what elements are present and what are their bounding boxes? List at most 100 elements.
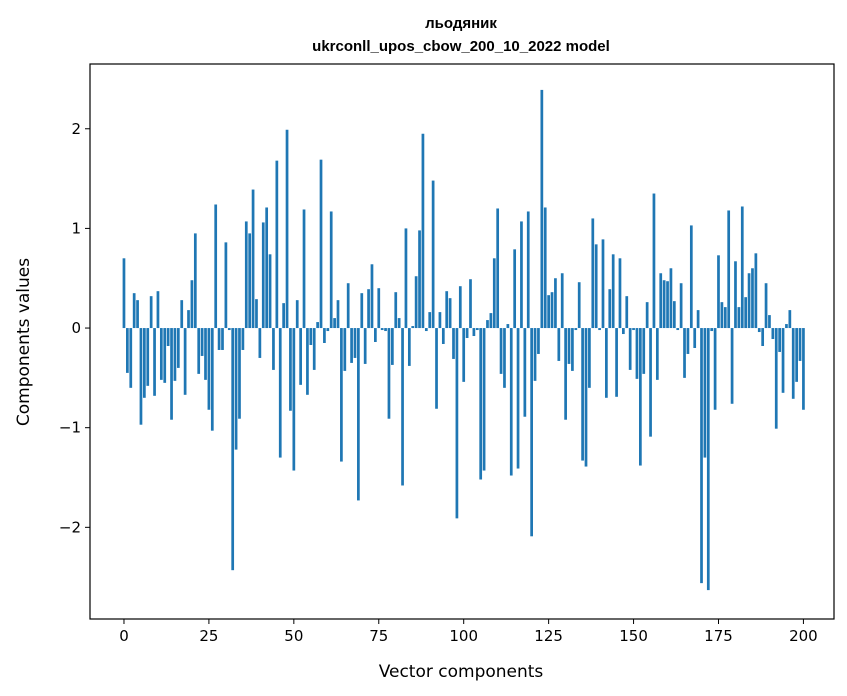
bar-189 <box>764 283 768 329</box>
bars-group <box>122 89 805 591</box>
x-tick-label: 50 <box>284 627 303 645</box>
bar-17 <box>180 300 184 329</box>
bar-72 <box>367 289 370 329</box>
bar-92 <box>435 328 438 409</box>
bar-84 <box>407 328 411 366</box>
bar-153 <box>642 328 646 374</box>
chart-subtitle: ukrconll_upos_cbow_200_10_2022 model <box>312 38 610 55</box>
bar-170 <box>700 328 703 584</box>
bar-188 <box>761 328 765 346</box>
bar-119 <box>526 211 530 329</box>
bar-190 <box>768 315 771 329</box>
bar-65 <box>343 328 347 371</box>
bar-156 <box>652 193 656 329</box>
bar-147 <box>622 328 625 335</box>
bar-0 <box>122 258 126 329</box>
bar-66 <box>346 283 350 329</box>
bar-178 <box>727 210 731 329</box>
y-tick-label: 0 <box>71 319 81 337</box>
bar-113 <box>506 324 510 329</box>
bar-104 <box>475 328 479 331</box>
bar-24 <box>204 328 207 380</box>
x-tick-label: 75 <box>369 627 388 645</box>
bar-82 <box>401 328 404 486</box>
bar-78 <box>387 328 391 419</box>
bar-135 <box>581 328 584 461</box>
bar-187 <box>757 328 761 333</box>
bar-14 <box>170 328 173 420</box>
bar-169 <box>696 310 700 329</box>
bar-56 <box>312 328 316 370</box>
bar-30 <box>224 242 228 329</box>
bar-4 <box>136 300 139 329</box>
bar-90 <box>428 312 432 329</box>
bar-77 <box>384 328 387 332</box>
bar-50 <box>292 328 296 471</box>
bar-185 <box>751 268 754 329</box>
bar-9 <box>153 328 156 396</box>
bar-148 <box>625 296 629 329</box>
bar-112 <box>503 328 506 388</box>
bar-124 <box>543 207 547 329</box>
bar-179 <box>730 328 734 404</box>
bar-181 <box>737 307 741 329</box>
bar-10 <box>156 291 160 329</box>
bar-2 <box>129 328 133 388</box>
bar-6 <box>143 328 146 398</box>
y-axis-label: Components values <box>14 258 34 426</box>
bar-91 <box>431 180 435 329</box>
bar-167 <box>689 225 693 329</box>
bar-46 <box>278 328 282 458</box>
bar-125 <box>547 295 550 329</box>
y-tick-label: −1 <box>59 419 81 437</box>
bar-191 <box>771 328 775 340</box>
bar-18 <box>183 328 187 395</box>
bar-52 <box>299 328 302 385</box>
bar-60 <box>326 328 330 332</box>
bar-88 <box>421 133 425 329</box>
bar-23 <box>200 328 204 356</box>
bar-107 <box>486 320 489 329</box>
bar-51 <box>295 300 299 329</box>
bar-168 <box>693 328 697 348</box>
bar-22 <box>197 328 201 374</box>
bar-106 <box>482 328 486 471</box>
bar-83 <box>404 228 408 329</box>
bar-55 <box>309 328 313 345</box>
bar-163 <box>676 328 680 331</box>
x-tick-label: 150 <box>619 627 648 645</box>
bar-165 <box>683 328 686 378</box>
bar-53 <box>302 209 306 329</box>
bar-198 <box>795 328 798 382</box>
bar-39 <box>255 299 258 329</box>
bar-150 <box>632 328 635 331</box>
x-axis-label: Vector components <box>379 662 544 682</box>
bar-115 <box>513 249 517 329</box>
bar-94 <box>441 328 445 344</box>
bar-62 <box>333 318 336 329</box>
bar-141 <box>601 239 605 329</box>
bar-174 <box>713 328 717 410</box>
bar-38 <box>251 189 255 329</box>
bar-116 <box>516 328 520 469</box>
bar-131 <box>567 328 571 364</box>
bar-111 <box>499 328 503 374</box>
bar-85 <box>411 326 415 329</box>
bar-172 <box>706 328 710 591</box>
bar-145 <box>615 328 618 397</box>
bar-99 <box>458 286 462 329</box>
y-tick-label: 1 <box>71 219 81 237</box>
bar-197 <box>791 328 795 399</box>
bar-15 <box>173 328 177 381</box>
bar-89 <box>424 328 428 332</box>
bar-44 <box>272 328 275 370</box>
bar-173 <box>710 328 714 332</box>
bar-86 <box>414 276 418 329</box>
bar-19 <box>187 310 190 329</box>
bar-40 <box>258 328 262 358</box>
bar-32 <box>231 328 235 571</box>
bar-157 <box>655 328 659 380</box>
bar-74 <box>374 328 377 342</box>
bar-80 <box>394 292 398 329</box>
bar-63 <box>336 300 340 329</box>
